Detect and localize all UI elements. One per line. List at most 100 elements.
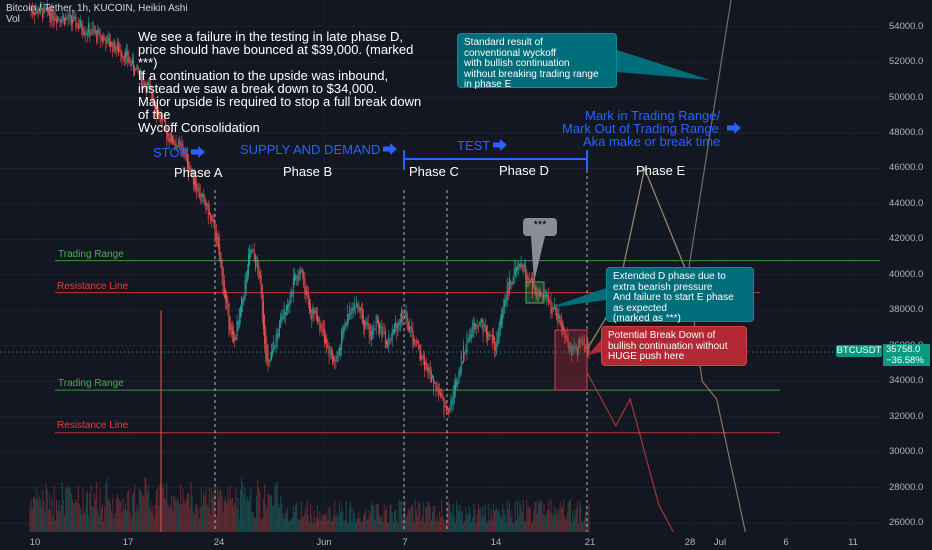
candle-body [307, 292, 309, 305]
extended-d-callout[interactable]: Extended D phase due to extra bearish pr… [606, 267, 754, 324]
y-tick-label: 26000.0 [889, 517, 924, 529]
candle-body [327, 345, 329, 347]
volume-bar [340, 512, 341, 532]
volume-bar [112, 497, 114, 532]
volume-bar [303, 516, 305, 532]
volume-bar [375, 504, 377, 532]
volume-bar [407, 507, 409, 532]
candle-body [529, 279, 531, 282]
candle-body [364, 320, 366, 330]
volume-bar [417, 516, 419, 532]
candle-body [196, 184, 198, 195]
volume-bar [398, 500, 400, 532]
volume-bar [457, 505, 459, 532]
candle-body [218, 238, 220, 248]
volume-bar [505, 523, 507, 532]
candle-body [390, 338, 392, 341]
volume-bar [269, 496, 271, 532]
volume-bar [344, 520, 346, 532]
symbol-tag: BTCUSDT [836, 345, 882, 357]
volume-bar [204, 496, 206, 532]
candle-body [434, 382, 436, 384]
candle-body [65, 17, 67, 22]
candle-body [379, 323, 381, 332]
candle-body [338, 347, 340, 355]
candle-body [420, 352, 422, 361]
candle-body [337, 351, 339, 359]
volume-bar [351, 521, 353, 532]
candle-body [251, 249, 253, 254]
candle-body [165, 120, 167, 131]
volume-bar [297, 519, 299, 532]
candle-body [344, 322, 346, 330]
candle-body [494, 337, 496, 351]
volume-bar [185, 499, 187, 532]
volume-bar [133, 493, 134, 532]
chart-grid [0, 26, 880, 524]
candle-body [206, 203, 208, 206]
candle-body [169, 138, 171, 143]
volume-bar [550, 499, 552, 532]
volume-bar [252, 511, 254, 532]
volume-bar [251, 512, 253, 532]
candle-body [296, 275, 298, 278]
candle-body [333, 356, 335, 362]
candle-body [42, 8, 44, 19]
volume-bar [181, 504, 183, 532]
volume-bar [119, 501, 121, 532]
volume-bar [42, 490, 44, 532]
wyckoff-callout[interactable]: Standard result of conventional wyckoff … [457, 33, 617, 90]
candle-body [185, 153, 187, 155]
candle-body [143, 78, 145, 87]
y-tick-label: 34000.0 [889, 375, 924, 387]
stars-callout[interactable]: *** [523, 218, 557, 236]
candle-body [432, 374, 433, 377]
candle-body [135, 68, 137, 71]
volume-bar [298, 518, 300, 532]
volume-bar [52, 516, 54, 532]
candle-body [99, 31, 101, 40]
candle-body [312, 306, 314, 314]
test-arrow-shaft [493, 142, 500, 148]
volume-bar [65, 487, 67, 532]
volume-bar [452, 503, 454, 532]
candle-body [183, 149, 185, 158]
volume-bar [136, 504, 138, 532]
candle-body [451, 402, 453, 405]
candle-body [487, 331, 489, 341]
candle-body [199, 192, 201, 200]
volume-bar [491, 518, 493, 532]
volume-bar [434, 506, 436, 532]
candle-body [189, 167, 191, 171]
volume-bar [557, 514, 559, 532]
volume-bar [480, 507, 482, 532]
volume-bar [399, 501, 401, 532]
volume-bar [295, 504, 297, 532]
volume-bar [157, 487, 159, 532]
candle-body [386, 340, 387, 344]
candle-body [110, 42, 111, 48]
breakdown-callout[interactable]: Potential Break Down of bullish continua… [601, 326, 747, 366]
candle-body [180, 142, 182, 145]
stars-pointer [531, 236, 545, 282]
volume-bar [162, 483, 164, 532]
candle-body [157, 111, 159, 112]
volume-bar [579, 500, 581, 532]
volume-bar [41, 507, 42, 532]
candle-body [582, 340, 584, 346]
candle-body [300, 271, 302, 272]
volume-bar [287, 507, 289, 532]
candle-body [397, 322, 399, 329]
volume-bar [45, 483, 47, 532]
candle-body [440, 392, 441, 396]
candle-body [47, 7, 49, 13]
candle-body [442, 395, 444, 400]
volume-bar [188, 493, 190, 532]
volume-bar [218, 499, 220, 532]
volume-bar [266, 509, 268, 532]
candle-body [449, 407, 451, 411]
volume-bar [519, 501, 521, 532]
volume-bar [449, 503, 451, 532]
volume-bar [425, 505, 427, 532]
